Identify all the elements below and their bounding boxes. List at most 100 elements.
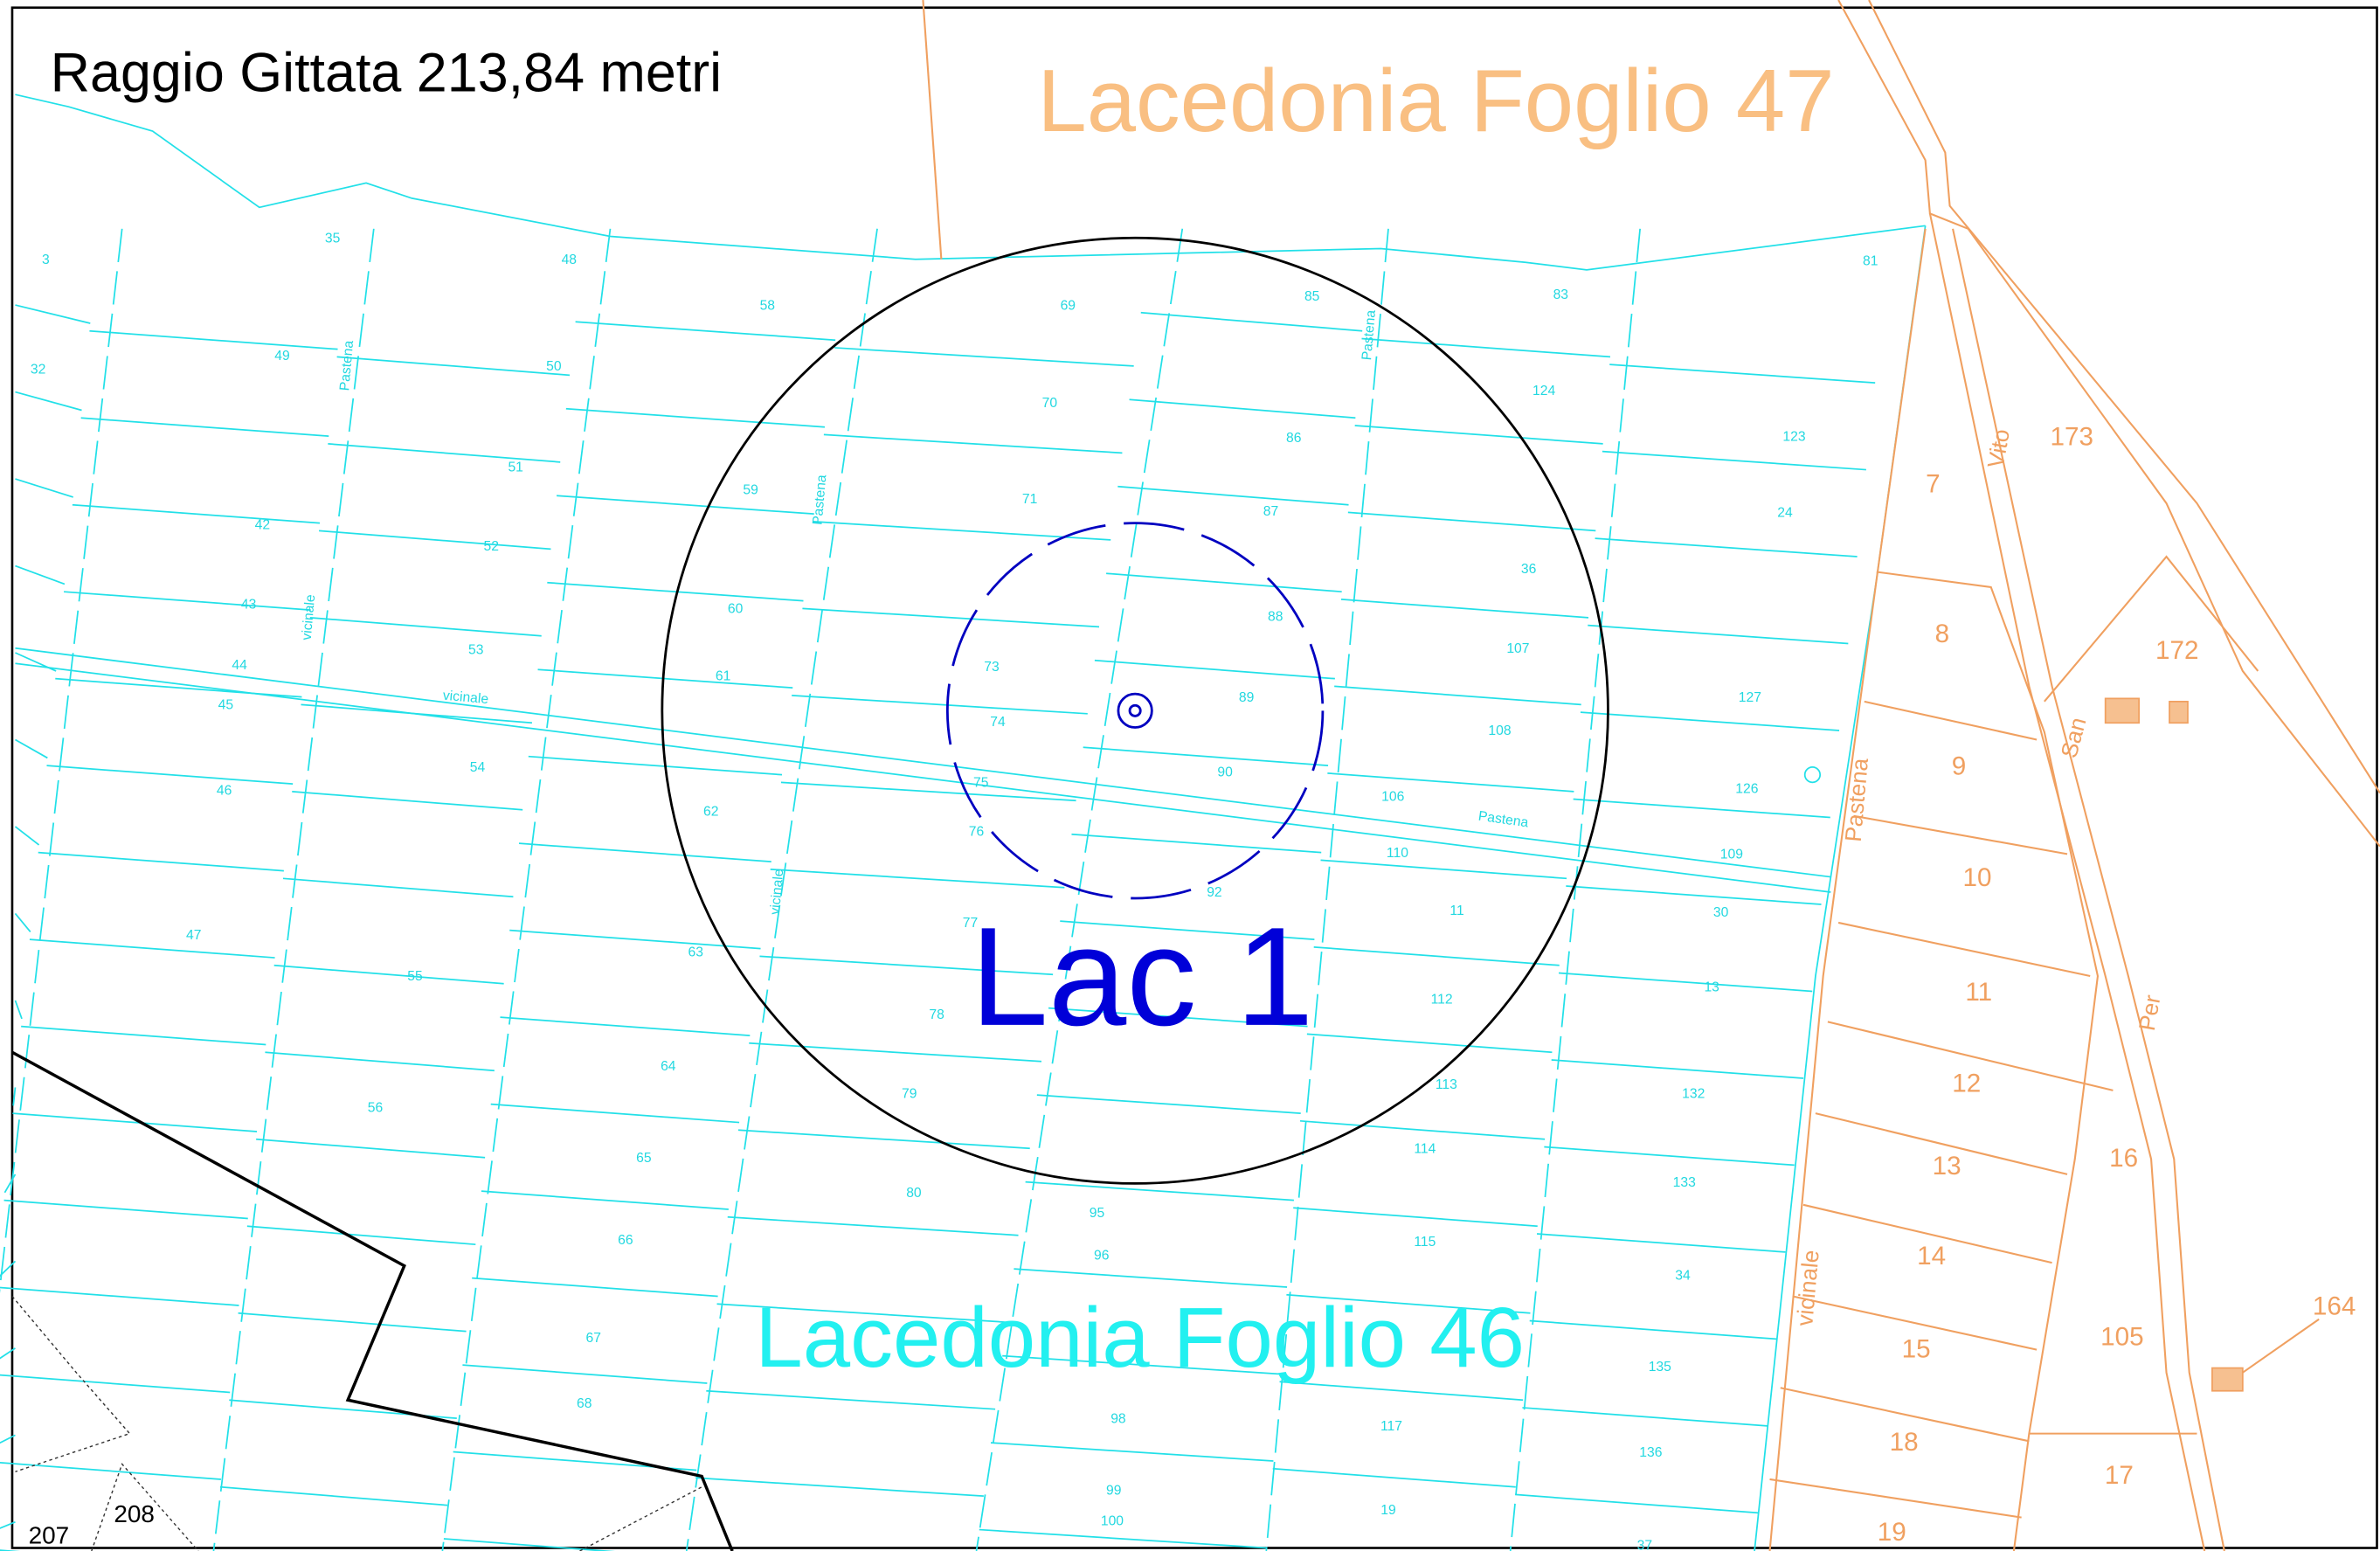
- parcel-number: 7: [1926, 470, 1941, 499]
- parcel-number: 49: [274, 349, 289, 364]
- parcel-number: 135: [1649, 1360, 1671, 1374]
- parcel-number: 18: [1890, 1428, 1919, 1457]
- parcel-number: 113: [1436, 1077, 1457, 1092]
- parcel-number: 80: [906, 1186, 922, 1201]
- parcel-number: 24: [1777, 506, 1793, 521]
- parcel-number: 55: [407, 969, 423, 984]
- parcel-number: 173: [2051, 423, 2093, 452]
- parcel-number: 34: [1675, 1268, 1691, 1283]
- parcel-number: 133: [1673, 1175, 1696, 1190]
- sheet-label: Lacedonia Foglio 47: [1037, 52, 1834, 150]
- parcel-number: 75: [973, 776, 989, 791]
- page: Raggio Gittata 213,84 metri Lacedonia Fo…: [0, 0, 2380, 1551]
- parcel-number: 86: [1286, 431, 1302, 446]
- parcel-number: 58: [760, 298, 776, 313]
- parcel-number: 208: [114, 1500, 155, 1527]
- sheet-label: Lacedonia Foglio 46: [755, 1290, 1525, 1385]
- parcel-number: 110: [1387, 846, 1408, 861]
- parcel-number: 73: [984, 660, 1000, 675]
- parcel-number: 88: [1268, 609, 1283, 624]
- parcel-number: 56: [368, 1100, 384, 1115]
- parcel-number: 64: [661, 1059, 676, 1074]
- parcel-number: 98: [1110, 1411, 1126, 1426]
- parcel-number: 85: [1304, 289, 1320, 304]
- parcel-number: 43: [241, 597, 257, 612]
- parcel-number: 99: [1106, 1483, 1121, 1498]
- parcel-number: 62: [703, 805, 718, 820]
- parcel-number: 115: [1414, 1235, 1436, 1250]
- parcel-number: 8: [1935, 620, 1950, 648]
- parcel-number: 112: [1431, 992, 1453, 1007]
- parcel-number: 79: [902, 1087, 917, 1102]
- parcel-number: 3: [42, 253, 50, 267]
- parcel-number: 164: [2313, 1291, 2356, 1320]
- parcel-number: 46: [217, 783, 232, 798]
- parcel-number: 126: [1735, 782, 1758, 797]
- parcel-number: 61: [716, 668, 730, 683]
- parcel-number: 17: [2105, 1461, 2134, 1490]
- parcel-number: 59: [743, 482, 758, 497]
- parcel-number: 10: [1963, 863, 1992, 892]
- parcel-number: 54: [470, 760, 486, 775]
- parcel-number: 69: [1061, 298, 1076, 313]
- parcel-number: 51: [508, 460, 522, 474]
- parcel-number: 60: [728, 602, 744, 617]
- parcel-number: 132: [1682, 1087, 1705, 1102]
- parcel-number: 123: [1782, 429, 1805, 444]
- parcel-number: 47: [186, 928, 201, 943]
- parcel-number: 77: [963, 916, 978, 931]
- parcel-number: 106: [1381, 789, 1404, 804]
- parcel-number: 11: [1449, 904, 1463, 918]
- parcel-number: 81: [1863, 254, 1878, 269]
- building: [2212, 1368, 2243, 1391]
- parcel-number: 136: [1639, 1445, 1662, 1460]
- parcel-number: 48: [562, 253, 578, 267]
- parcel-number: 78: [929, 1007, 944, 1022]
- parcel-number: 71: [1022, 492, 1037, 507]
- parcel-number: 70: [1042, 396, 1058, 411]
- parcel-number: 44: [232, 658, 247, 673]
- parcel-number: 63: [688, 945, 704, 959]
- parcel-number: 109: [1720, 848, 1743, 862]
- parcel-number: 32: [31, 363, 45, 377]
- parcel-number: 45: [218, 698, 234, 713]
- title: Raggio Gittata 213,84 metri: [51, 43, 723, 104]
- parcel-number: 52: [484, 539, 499, 554]
- building: [2169, 702, 2188, 723]
- parcel-number: 90: [1217, 765, 1233, 779]
- parcel-number: 127: [1739, 690, 1761, 705]
- parcel-number: 15: [1902, 1334, 1931, 1363]
- parcel-number: 66: [618, 1233, 633, 1248]
- turbine-label: Lac 1: [971, 899, 1314, 1056]
- map: Raggio Gittata 213,84 metri Lacedonia Fo…: [0, 0, 2380, 1551]
- parcel-number: 13: [1704, 980, 1719, 994]
- parcel-number: 96: [1094, 1249, 1110, 1264]
- parcel-number: 65: [636, 1151, 652, 1166]
- parcel-number: 83: [1553, 287, 1569, 302]
- parcel-number: 95: [1090, 1206, 1105, 1221]
- parcel-number: 117: [1380, 1419, 1402, 1434]
- parcel-number: 53: [468, 643, 484, 658]
- parcel-number: 35: [325, 232, 341, 246]
- parcel-number: 30: [1713, 905, 1729, 920]
- parcel-number: 19: [1878, 1518, 1906, 1547]
- building: [2106, 698, 2139, 723]
- parcel-number: 36: [1521, 562, 1537, 577]
- parcel-number: 11: [1965, 978, 1992, 1007]
- parcel-number: 42: [255, 518, 270, 533]
- parcel-number: 68: [577, 1396, 592, 1411]
- parcel-number: 13: [1933, 1152, 1961, 1181]
- parcel-number: 89: [1239, 690, 1254, 705]
- parcel-number: 37: [1637, 1538, 1652, 1551]
- parcel-number: 172: [2155, 636, 2198, 665]
- parcel-number: 14: [1917, 1242, 1946, 1271]
- parcel-number: 124: [1532, 384, 1555, 398]
- parcel-number: 50: [546, 359, 562, 374]
- parcel-number: 108: [1488, 724, 1511, 738]
- parcel-number: 114: [1414, 1141, 1436, 1156]
- parcel-number: 16: [2109, 1144, 2138, 1173]
- parcel-number: 207: [29, 1521, 70, 1548]
- parcel-number: 12: [1952, 1070, 1981, 1098]
- parcel-number: 105: [2100, 1322, 2143, 1351]
- parcel-number: 9: [1952, 752, 1967, 781]
